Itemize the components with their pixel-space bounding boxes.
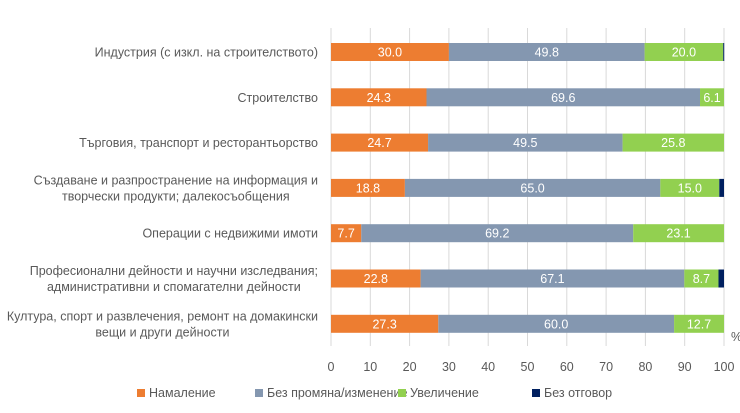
data-label: 24.3	[367, 91, 391, 105]
bar-segment-decrease	[331, 224, 362, 243]
x-tick-label: 90	[678, 360, 692, 374]
bar-segment-no-change	[438, 314, 675, 333]
data-label: 8.7	[693, 272, 710, 286]
data-label: 7.7	[337, 227, 354, 241]
bars	[331, 43, 725, 333]
legend-swatch	[137, 389, 145, 397]
legend-label: Без промяна/изменение	[267, 386, 408, 400]
bar-segment-no-change	[404, 178, 661, 197]
data-label: 6.1	[703, 91, 720, 105]
data-label: 60.0	[544, 317, 568, 331]
data-label: 18.8	[356, 181, 380, 195]
bar-segment-increase	[700, 88, 724, 107]
bar-segment-decrease	[331, 43, 449, 61]
category-label: Операции с недвижими имоти	[142, 227, 318, 241]
bar-segment-increase	[633, 224, 724, 243]
data-label: 49.5	[513, 136, 537, 150]
x-tick-label: 70	[599, 360, 613, 374]
category-label: Създаване и разпространение на информаци…	[34, 173, 318, 203]
data-label: 30.0	[378, 46, 402, 60]
category-labels: Индустрия (с изкл. на строителството) Стр…	[7, 46, 318, 340]
data-label: 12.7	[687, 317, 711, 331]
x-axis-ticks: 0 10 20 30 40 50 60 70 80 90 100	[328, 360, 735, 374]
bar-segment-decrease	[331, 269, 421, 288]
bar-segment-no-answer	[719, 178, 724, 197]
bar-segment-decrease	[331, 133, 429, 152]
x-tick-label: 20	[403, 360, 417, 374]
bar-segment-increase	[660, 178, 720, 197]
x-tick-label: 0	[328, 360, 335, 374]
data-label: 69.6	[551, 91, 575, 105]
bar-segment-no-change	[426, 88, 701, 107]
data-label: 67.1	[540, 272, 564, 286]
legend-label: Намаление	[149, 386, 216, 400]
data-label: 24.7	[367, 136, 391, 150]
bar-segment-no-change	[420, 269, 685, 288]
bar-segment-no-change	[361, 224, 634, 243]
bar-segment-decrease	[331, 178, 405, 197]
stacked-bar-chart: 30.0 49.8 20.0 24.3 69.6 6.1 24.7 49.5 25.8 18.8 6…	[7, 28, 740, 374]
bar-segment-no-change	[428, 133, 623, 152]
x-tick-label: 50	[521, 360, 535, 374]
bar-segment-decrease	[331, 314, 439, 333]
data-label: 49.8	[535, 46, 559, 60]
x-tick-label: 60	[560, 360, 574, 374]
bar-segment-increase	[622, 133, 724, 152]
legend-item: Без промяна/изменение	[255, 386, 407, 400]
data-labels: 30.0 49.8 20.0 24.3 69.6 6.1 24.7 49.5 25.8 18.8 6…	[337, 46, 720, 332]
x-tick-label: 40	[481, 360, 495, 374]
x-tick-label: 10	[363, 360, 377, 374]
bar-segment-no-change	[448, 43, 645, 61]
bar-segment-increase	[644, 43, 724, 61]
legend-label: Увеличение	[410, 386, 479, 400]
x-tick-label: 30	[442, 360, 456, 374]
legend-item: Увеличение	[398, 386, 479, 400]
bar-segment-increase	[684, 269, 719, 288]
unit-label: %	[731, 330, 740, 344]
legend-label: Без отговор	[544, 386, 613, 400]
data-label: 20.0	[672, 46, 696, 60]
data-label: 23.1	[666, 227, 690, 241]
data-label: 25.8	[661, 136, 685, 150]
category-label: Строителство	[237, 91, 318, 105]
bar-segment-no-answer	[718, 269, 724, 288]
data-label: 27.3	[372, 317, 396, 331]
bar-segment-decrease	[331, 88, 427, 107]
legend-item: Намаление	[137, 386, 216, 400]
category-label: Търговия, транспорт и ресторантьорство	[79, 136, 318, 150]
data-label: 65.0	[520, 181, 544, 195]
legend-swatch	[398, 389, 406, 397]
x-tick-label: 100	[714, 360, 735, 374]
data-label: 69.2	[485, 227, 509, 241]
legend-swatch	[532, 389, 540, 397]
category-label: Професионални дейности и научни изследва…	[30, 264, 318, 294]
category-label: Култура, спорт и развлечения, ремонт на …	[7, 309, 318, 339]
bar-segment-increase	[674, 314, 724, 333]
legend-swatch	[255, 389, 263, 397]
category-label: Индустрия (с изкл. на строителството)	[95, 46, 318, 60]
legend: Намаление Без промяна/изменение Увеличение…	[0, 386, 740, 406]
x-tick-label: 80	[638, 360, 652, 374]
data-label: 22.8	[364, 272, 388, 286]
data-label: 15.0	[678, 181, 702, 195]
bar-segment-no-answer	[723, 43, 725, 61]
legend-item: Без отговор	[532, 386, 612, 400]
